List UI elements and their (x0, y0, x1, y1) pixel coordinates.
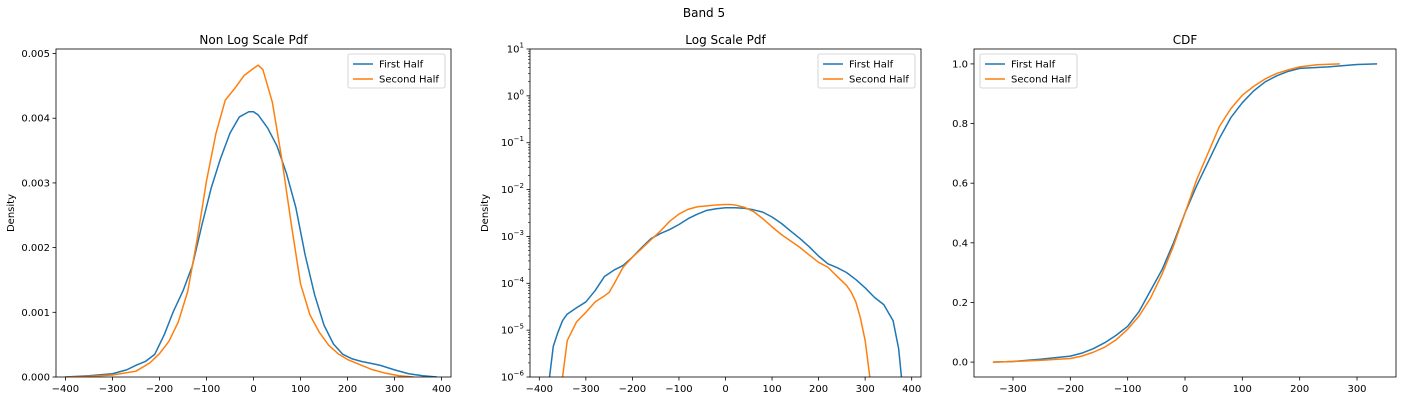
y-tick-label-exponent: 1 (520, 42, 524, 50)
x-tick-label: 0 (722, 384, 728, 395)
x-tick-label: −400 (526, 384, 553, 395)
y-tick-label-base: 10 (501, 279, 514, 290)
y-tick-label: 0.004 (21, 114, 50, 125)
series-line-first-half (548, 206, 903, 377)
y-tick-label: 101 (507, 42, 524, 56)
x-tick-label: −200 (146, 384, 173, 395)
y-tick-label-exponent: −6 (514, 370, 525, 378)
y-tick-label-base: 10 (501, 326, 514, 337)
series-line-second-half (992, 63, 1340, 363)
x-tick-label: 0 (1182, 384, 1188, 395)
y-tick-label-base: 10 (501, 185, 514, 196)
series-line-second-half (65, 64, 414, 377)
x-tick-label: −100 (665, 384, 692, 395)
chart-panel-3: −300 −200 −100 0 100 200 300 0.0 0.2 0.4 0.6 0.8 1.0… (952, 33, 1397, 395)
figure-suptitle: Band 5 (683, 6, 725, 20)
y-tick-label-base: 10 (507, 45, 520, 56)
y-tick-label: 0.4 (952, 238, 968, 249)
x-tick-label: 300 (856, 384, 875, 395)
chart-title: Log Scale Pdf (685, 33, 766, 47)
y-tick-label-base: 10 (501, 232, 514, 243)
x-tick-label: −100 (1114, 384, 1141, 395)
y-tick-label: 0.002 (21, 243, 50, 254)
y-axis-label: Density (480, 194, 491, 232)
y-tick-label: 0.000 (21, 373, 50, 384)
x-tick-label: −100 (193, 384, 220, 395)
x-tick-label: 300 (385, 384, 404, 395)
x-tick-label: 0 (250, 384, 256, 395)
axes-frame (55, 48, 452, 378)
x-tick-label: 400 (902, 384, 921, 395)
legend-entry: First Half (1011, 60, 1056, 71)
y-tick-label-base: 10 (501, 373, 514, 384)
y-tick-label: 10−3 (501, 229, 524, 243)
x-tick-label: 200 (1290, 384, 1309, 395)
legend: First Half Second Half (979, 53, 1078, 89)
y-tick-label-exponent: −2 (514, 182, 524, 190)
series-line-first-half (65, 111, 437, 377)
y-tick-label-exponent: 0 (520, 88, 524, 96)
y-tick-label: 0.2 (952, 298, 968, 309)
x-tick-label: 200 (338, 384, 357, 395)
x-tick-label: −200 (619, 384, 646, 395)
legend: First Half Second Half (347, 53, 446, 89)
y-tick-label: 0.005 (21, 49, 50, 60)
x-tick-label: −200 (1057, 384, 1084, 395)
x-tick-label: −300 (572, 384, 599, 395)
y-tick-label: 10−6 (501, 370, 525, 384)
x-tick-label: 400 (432, 384, 451, 395)
y-tick-label-base: 10 (507, 91, 520, 102)
legend-entry: First Half (379, 60, 424, 71)
x-tick-label: −300 (99, 384, 126, 395)
y-tick-label-exponent: −3 (514, 229, 524, 237)
x-tick-label: 300 (1347, 384, 1366, 395)
y-tick-label: 0.8 (952, 119, 968, 130)
y-tick-label: 10−5 (501, 323, 524, 337)
y-tick-label: 10−1 (501, 135, 524, 149)
x-tick-label: −300 (999, 384, 1026, 395)
legend: First Half Second Half (817, 53, 916, 89)
y-tick-label: 10−4 (501, 276, 525, 290)
y-tick-label: 0.6 (952, 179, 968, 190)
series-line-second-half (561, 203, 871, 377)
y-tick-label: 0.001 (21, 308, 50, 319)
y-tick-label-exponent: −1 (514, 135, 524, 143)
y-axis-label: Density (6, 194, 17, 232)
y-tick-label: 10−2 (501, 182, 524, 196)
legend-entry: Second Half (379, 75, 439, 86)
x-tick-label: −400 (52, 384, 79, 395)
y-tick-label-base: 10 (501, 138, 514, 149)
chart-panels: −400 −300 −200 −100 0 100 200 300 4000.0000.0010… (6, 33, 1397, 395)
chart-title: Non Log Scale Pdf (199, 33, 308, 47)
y-tick-label-exponent: −5 (514, 323, 524, 331)
chart-panel-1: −400 −300 −200 −100 0 100 200 300 400 0.000 0.001 0… (6, 33, 452, 395)
legend-entry: First Half (849, 60, 894, 71)
x-tick-label: 100 (1233, 384, 1252, 395)
y-tick-label: 1.0 (952, 59, 968, 70)
legend-entry: Second Half (849, 75, 909, 86)
x-tick-label: 100 (291, 384, 310, 395)
chart-panel-2: −400 −300 −200 −100 0 100 200 300 40010−610−510−… (480, 33, 922, 395)
chart-title: CDF (1173, 33, 1198, 47)
y-tick-label-exponent: −4 (514, 276, 525, 284)
y-tick-label: 100 (507, 88, 524, 102)
x-tick-label: 200 (809, 384, 828, 395)
legend-entry: Second Half (1011, 75, 1071, 86)
y-tick-label: 0.0 (952, 358, 968, 369)
x-tick-label: 100 (763, 384, 782, 395)
y-tick-label: 0.003 (21, 178, 50, 189)
